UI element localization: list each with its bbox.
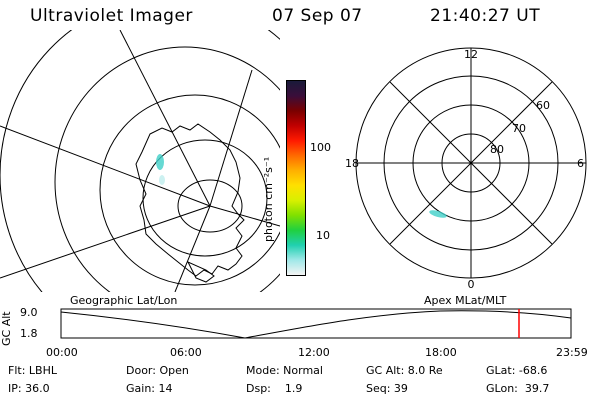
colorbar-unit-label: photon cm⁻²s⁻¹ [262,156,275,242]
status-filter: Flt: LBHL [8,364,57,377]
peninsula-coastline [186,260,215,283]
status-glon: GLon: 39.7 [486,382,550,395]
alt-xtick-1800: 18:00 [425,346,457,359]
status-ip: IP: 36.0 [8,382,50,395]
aurora-patch [429,210,447,218]
time-label: 21:40:27 UT [430,6,541,26]
alt-plot-frame [60,308,572,339]
altitude-curve [60,310,572,339]
meridian [174,205,211,292]
meridian [209,69,253,207]
status-door: Door: Open [126,364,189,377]
aurora-patch [159,175,165,185]
lat-circle [99,94,280,286]
status-gc-alt: GC Alt: 8.0 Re [366,364,443,377]
antarctica-coastline [135,123,245,277]
mlat-label-60: 60 [536,99,550,112]
mlt-label-6: 6 [577,157,584,170]
date-label: 07 Sep 07 [272,6,363,26]
meridian [119,30,211,207]
instrument-title: Ultraviolet Imager [30,6,193,26]
alt-xtick-2359: 23:59 [556,346,588,359]
magnetic-polar-map: 12 18 6 0 60 70 80 [345,47,587,291]
geographic-map [0,30,280,292]
colorbar-tick-10: 10 [316,229,330,242]
mlt-label-12: 12 [464,48,478,61]
status-dsp: Dsp: 1.9 [246,382,303,395]
lat-circle [177,179,243,233]
mlat-label-70: 70 [512,122,526,135]
colorbar-tick-100: 100 [310,141,331,154]
altitude-plot [60,308,572,339]
colorbar-gradient [286,80,306,276]
status-seq: Seq: 39 [366,382,408,395]
mlt-diagonal [389,81,553,245]
alt-xtick-0600: 06:00 [170,346,202,359]
meridian [0,125,211,207]
status-gain: Gain: 14 [126,382,173,395]
alt-xtick-0000: 00:00 [46,346,78,359]
alt-ytick-bottom: 1.8 [20,327,38,340]
lat-circle [142,139,268,257]
lat-circle [54,46,280,292]
status-mode: Mode: Normal [246,364,323,377]
alt-ytick-top: 9.0 [20,306,38,319]
mlt-label-0: 0 [468,278,475,291]
meridian [0,205,211,279]
mlat-label-80: 80 [490,143,504,156]
mlt-label-18: 18 [345,157,359,170]
alt-xtick-1200: 12:00 [298,346,330,359]
aurora-patch [156,154,164,170]
colorbar [286,80,306,276]
meridian [209,205,280,227]
left-map-label: Geographic Lat/Lon [70,294,178,307]
alt-ylabel: GC Alt [0,311,13,346]
status-glat: GLat: -68.6 [486,364,548,377]
right-map-label: Apex MLat/MLT [424,294,507,307]
